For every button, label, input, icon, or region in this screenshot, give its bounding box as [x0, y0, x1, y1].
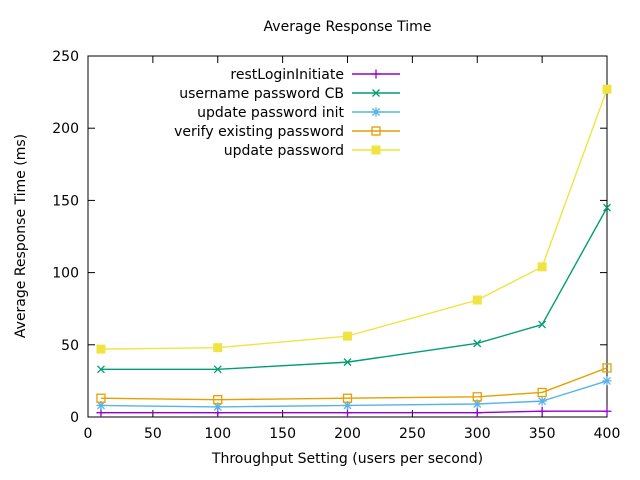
legend-label-update-password: update password — [224, 143, 344, 159]
marker-restlogininitiate — [602, 406, 612, 416]
series-line-verify-existing-password — [100, 367, 608, 401]
marker-update-password-init — [472, 399, 482, 409]
marker-username-password-cb — [213, 365, 222, 374]
marker-legend-verify-existing-password — [371, 126, 381, 136]
marker-update-password-init — [343, 400, 352, 410]
marker-update-password — [343, 331, 352, 341]
series-line-username-password-cb — [100, 207, 608, 371]
marker-update-password — [472, 295, 482, 305]
marker-verify-existing-password — [602, 363, 612, 373]
marker-update-password-init — [602, 376, 612, 386]
legend-label-username-password-cb: username password CB — [179, 86, 344, 102]
marker-update-password — [96, 344, 106, 354]
marker-username-password-cb — [97, 365, 105, 374]
x-tick-label: 0 — [84, 426, 93, 442]
marker-update-password-init — [213, 402, 223, 412]
y-tick-label: 50 — [61, 338, 79, 354]
marker-restlogininitiate — [537, 406, 547, 416]
marker-legend-username-password-cb — [372, 89, 380, 97]
marker-verify-existing-password — [537, 387, 547, 398]
marker-update-password — [537, 262, 547, 272]
x-tick-label: 150 — [269, 426, 296, 442]
series-line-update-password-init — [100, 380, 608, 408]
marker-legend-update-password — [371, 145, 381, 155]
legend-label-restlogininitiate: restLoginInitiate — [230, 67, 344, 83]
series-line-restlogininitiate — [100, 410, 607, 414]
marker-verify-existing-password — [96, 393, 106, 403]
marker-verify-existing-password — [213, 395, 223, 405]
marker-username-password-cb — [538, 320, 547, 329]
y-tick-label: 250 — [52, 49, 79, 65]
y-tick-label: 100 — [52, 266, 79, 282]
series-line-update-password — [100, 88, 608, 350]
x-tick-label: 350 — [529, 426, 556, 442]
marker-verify-existing-password — [472, 392, 482, 402]
x-axis-label: Throughput Setting (users per second) — [211, 451, 484, 467]
marker-update-password — [213, 343, 223, 353]
x-tick-label: 200 — [334, 426, 361, 442]
y-tick-label: 0 — [70, 410, 79, 426]
marker-update-password-init — [537, 396, 547, 406]
marker-legend-restlogininitiate — [371, 69, 381, 79]
marker-legend-update-password-init — [371, 107, 381, 117]
marker-restlogininitiate — [472, 408, 482, 418]
x-tick-label: 50 — [144, 426, 162, 442]
x-tick-label: 250 — [399, 426, 426, 442]
legend-label-verify-existing-password: verify existing password — [174, 124, 344, 140]
marker-update-password-init — [96, 400, 106, 410]
marker-username-password-cb — [343, 358, 352, 367]
y-tick-label: 200 — [52, 121, 79, 137]
chart-title: Average Response Time — [263, 19, 432, 35]
legend-label-update-password-init: update password init — [197, 105, 344, 121]
marker-verify-existing-password — [342, 393, 353, 403]
marker-username-password-cb — [603, 203, 611, 212]
x-tick-label: 300 — [464, 426, 491, 442]
x-tick-label: 100 — [204, 426, 231, 442]
x-tick-label: 400 — [594, 426, 621, 442]
marker-update-password — [602, 84, 612, 94]
y-axis-label: Average Response Time (ms) — [13, 133, 29, 339]
y-tick-label: 150 — [52, 193, 79, 209]
marker-username-password-cb — [473, 339, 482, 348]
